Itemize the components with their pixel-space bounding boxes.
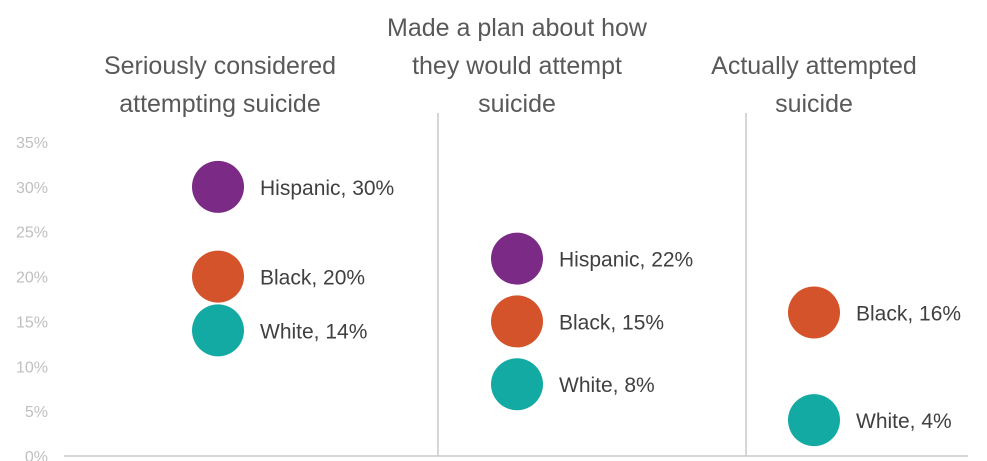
data-point-black: Black, 16% — [788, 286, 961, 339]
data-point-hispanic: Hispanic, 30% — [192, 160, 394, 213]
data-label: White, 4% — [856, 410, 952, 433]
y-tick-label: 35% — [16, 135, 48, 152]
data-point-marker — [788, 394, 840, 447]
y-tick-label: 30% — [16, 180, 48, 197]
data-point-marker — [192, 304, 244, 357]
data-points: Hispanic, 30% Black, 20% White, 14% Hispani… — [192, 160, 961, 447]
panel-title-line: they would attempt — [412, 52, 622, 80]
chart-frame — [64, 113, 968, 457]
panel-titles: Seriously considered attempting suicide Ma… — [104, 14, 917, 118]
data-label: White, 8% — [559, 374, 655, 397]
y-tick-label: 25% — [16, 225, 48, 242]
panel-title-line: suicide — [478, 90, 556, 118]
panel-title-line: suicide — [775, 90, 853, 118]
panel-title-line: Made a plan about how — [387, 14, 648, 42]
data-point-marker — [491, 358, 543, 411]
data-point-hispanic: Hispanic, 22% — [491, 232, 693, 285]
data-label: Hispanic, 22% — [559, 249, 693, 272]
y-tick-label: 0% — [25, 449, 48, 461]
data-point-marker — [491, 232, 543, 285]
data-point-black: Black, 15% — [491, 295, 664, 348]
y-axis: 0% 5% 10% 15% 20% 25% 30% 35% — [16, 135, 48, 461]
data-label: Black, 16% — [856, 302, 961, 325]
data-point-white: White, 4% — [788, 394, 952, 447]
data-label: Hispanic, 30% — [260, 177, 394, 200]
data-point-white: White, 14% — [192, 304, 367, 357]
panel-title-line: attempting suicide — [119, 90, 321, 118]
data-label: White, 14% — [260, 320, 367, 343]
data-point-marker — [192, 160, 244, 213]
data-label: Black, 20% — [260, 267, 365, 290]
data-label: Black, 15% — [559, 311, 664, 334]
data-point-marker — [788, 286, 840, 339]
data-point-black: Black, 20% — [192, 250, 365, 303]
data-point-white: White, 8% — [491, 358, 655, 411]
y-tick-label: 20% — [16, 270, 48, 287]
panel-title-line: Seriously considered — [104, 52, 336, 80]
data-point-marker — [192, 250, 244, 303]
y-tick-label: 10% — [16, 359, 48, 376]
y-tick-label: 5% — [25, 404, 48, 421]
data-point-marker — [491, 295, 543, 348]
panel-title-line: Actually attempted — [711, 52, 917, 80]
y-tick-label: 15% — [16, 314, 48, 331]
